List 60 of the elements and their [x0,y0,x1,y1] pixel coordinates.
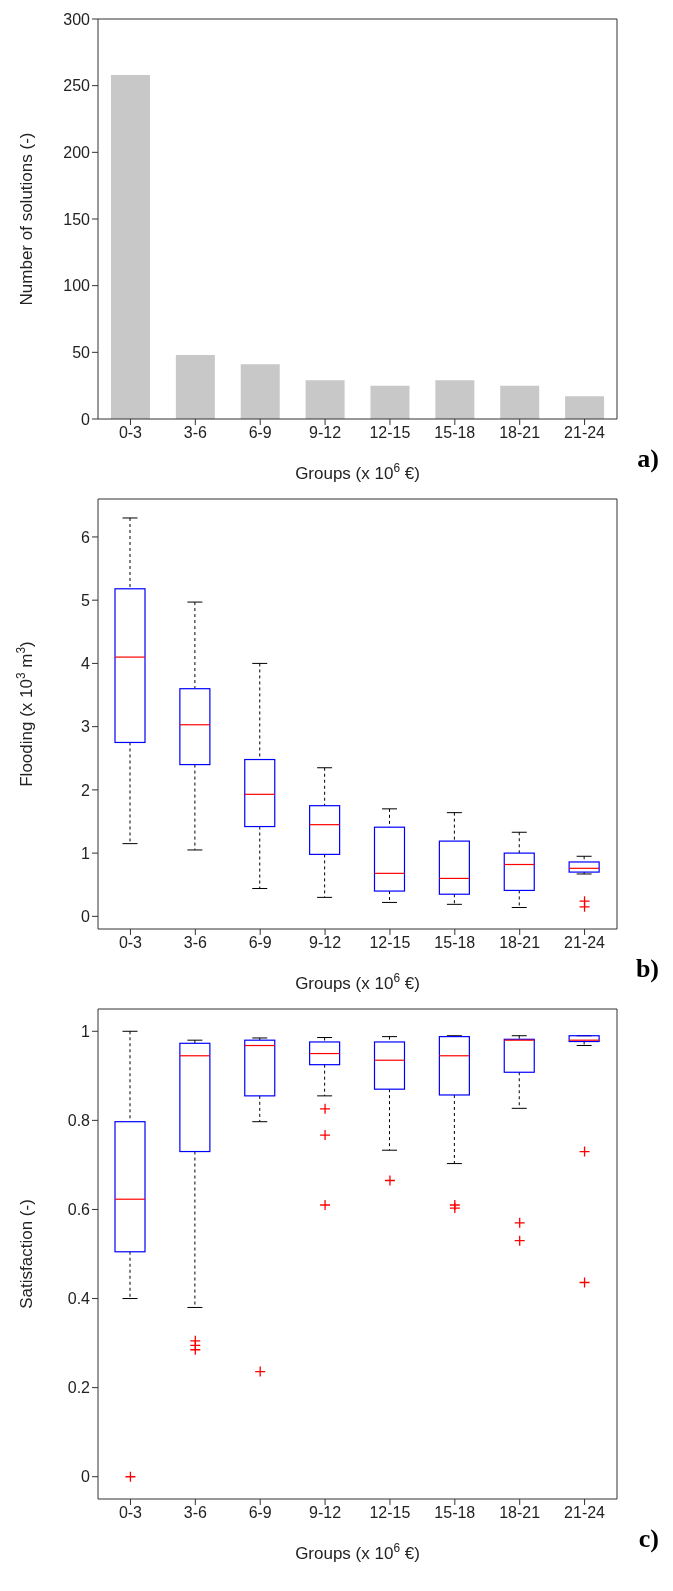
x-tick-label: 12-15 [369,1504,411,1522]
x-tick-label: 6-9 [248,424,272,442]
bar [500,385,540,419]
x-tick-label: 21-24 [564,934,606,952]
y-tick-label: 0 [81,908,91,926]
y-tick-label: 0.4 [67,1290,91,1308]
x-tick-label: 0-3 [118,934,143,952]
x-tick-label: 15-18 [434,424,476,442]
x-tick-label: 15-18 [434,934,476,952]
x-tick-label: 18-21 [499,1504,541,1522]
x-tick-label: 18-21 [499,934,541,952]
text: a) [637,444,659,474]
x-axis-title: Groups (x 10$^{6}$ €) [295,971,420,993]
x-tick-label: 6-9 [248,1504,272,1522]
bar [305,380,345,419]
bar [435,380,475,419]
y-tick-label: 1 [81,844,91,862]
y-axis-title: Number of solutions (-) [17,132,36,306]
y-axis-title: Satisfaction (-) [17,1199,36,1309]
y-tick-label: 200 [63,144,91,162]
text: c) [638,1524,659,1554]
y-tick-label: 2 [81,781,91,799]
x-tick-label: 9-12 [309,934,342,952]
x-tick-label: 0-3 [118,1504,143,1522]
x-tick-label: 9-12 [309,1504,342,1522]
y-tick-label: 0 [81,1468,91,1486]
bar [110,75,150,419]
y-tick-label: 0.6 [67,1201,91,1219]
y-tick-label: 300 [63,10,91,28]
x-axis-title: Groups (x 10$^{6}$ €) [295,1541,420,1563]
x-tick-label: 21-24 [564,1504,606,1522]
text: b) [635,954,659,984]
x-axis-title: Groups (x 10$^{6}$ €) [295,461,420,483]
y-tick-label: 100 [63,277,91,295]
y-tick-label: 6 [81,528,91,546]
x-tick-label: 12-15 [369,424,411,442]
x-tick-label: 0-3 [118,424,143,442]
x-tick-label: 21-24 [564,424,606,442]
y-tick-label: 0.8 [67,1112,91,1130]
y-tick-label: 0 [81,410,91,428]
x-tick-label: 18-21 [499,424,541,442]
bar [175,355,215,419]
x-tick-label: 3-6 [183,934,207,952]
bar [370,385,410,419]
x-tick-label: 15-18 [434,1504,476,1522]
y-tick-label: 5 [81,591,91,609]
y-tick-label: 0.2 [67,1379,91,1397]
y-tick-label: 250 [63,77,91,95]
x-tick-label: 9-12 [309,424,342,442]
bar [565,396,605,419]
x-tick-label: 3-6 [183,424,207,442]
y-tick-label: 1 [81,1022,91,1040]
x-tick-label: 3-6 [183,1504,207,1522]
x-tick-label: 6-9 [248,934,272,952]
bar [240,364,280,419]
y-tick-label: 4 [81,655,91,673]
x-tick-label: 12-15 [369,934,411,952]
y-tick-label: 3 [81,718,91,736]
y-tick-label: 50 [72,344,91,362]
y-tick-label: 150 [63,210,91,228]
